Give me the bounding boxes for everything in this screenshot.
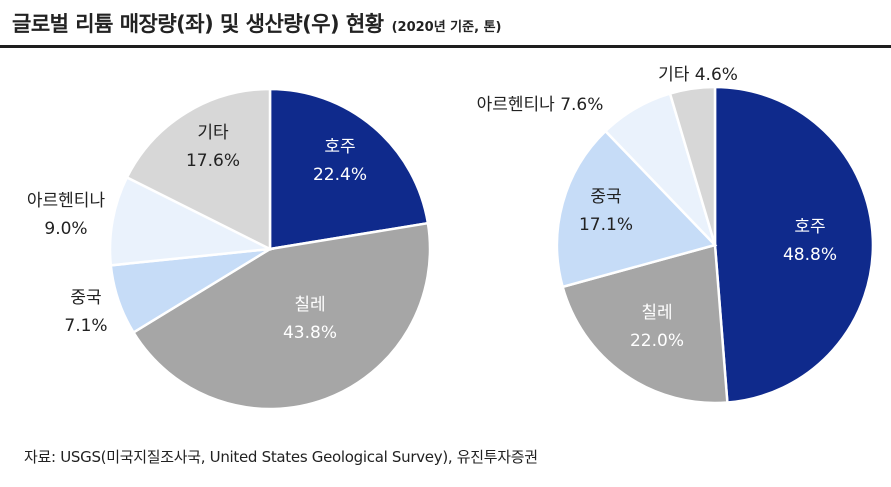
slice-value-production-2: 17.1% [579, 215, 633, 235]
slice-value-reserves-0: 22.4% [313, 165, 367, 185]
slice-value-reserves-1: 43.8% [283, 323, 337, 343]
slice-label-production-3: 아르헨티나 7.6% [477, 95, 604, 115]
slice-value-reserves-2: 7.1% [64, 316, 107, 336]
chart-title-row: 글로벌 리튬 매장량(좌) 및 생산량(우) 현황 (2020년 기준, 톤) [12, 8, 872, 44]
chart-subtitle: (2020년 기준, 톤) [391, 20, 502, 35]
slice-label-reserves-2: 중국 [70, 288, 101, 308]
pie-charts-canvas: 호주 22.4% 칠레 43.8% 중국 7.1% 아르헨티나 9.0% 기타 17.6% 호주 4… [27, 65, 875, 411]
pie-slice-reserves-3 [108, 175, 275, 267]
pie-slice-reserves-4 [125, 87, 272, 252]
pie-slice-production-0 [713, 85, 875, 404]
reserves-pie-chart: 호주 22.4% 칠레 43.8% 중국 7.1% 아르헨티나 9.0% 기타 17.6% [27, 87, 432, 411]
pie-slice-production-1 [561, 243, 729, 405]
slice-value-production-0: 48.8% [783, 245, 837, 265]
source-note: 자료: USGS(미국지질조사국, United States Geologic… [24, 448, 538, 466]
slice-label-reserves-0: 호주 [324, 137, 355, 157]
production-pie-chart: 호주 48.8% 칠레 22.0% 중국 17.1% 아르헨티나 7.6% 기타 4.6% [477, 65, 875, 405]
slice-label-production-2: 중국 [590, 187, 621, 207]
pie-slice-production-2 [555, 129, 718, 289]
slice-value-reserves-4: 17.6% [186, 151, 240, 171]
chart-title: 글로벌 리튬 매장량(좌) 및 생산량(우) 현황 [12, 12, 384, 36]
pie-slice-production-4 [668, 85, 717, 246]
pie-slice-reserves-0 [268, 87, 430, 251]
slice-label-reserves-3: 아르헨티나 [27, 191, 106, 211]
title-divider [0, 45, 891, 48]
slice-label-production-1: 칠레 [641, 303, 672, 323]
slice-label-production-0: 호주 [794, 217, 825, 237]
slice-value-reserves-3: 9.0% [44, 219, 87, 239]
slice-value-production-1: 22.0% [630, 331, 684, 351]
slice-label-reserves-4: 기타 [197, 123, 229, 143]
slice-label-reserves-1: 칠레 [294, 295, 325, 315]
pie-slice-reserves-1 [131, 221, 432, 411]
slice-label-production-4: 기타 4.6% [658, 65, 738, 85]
